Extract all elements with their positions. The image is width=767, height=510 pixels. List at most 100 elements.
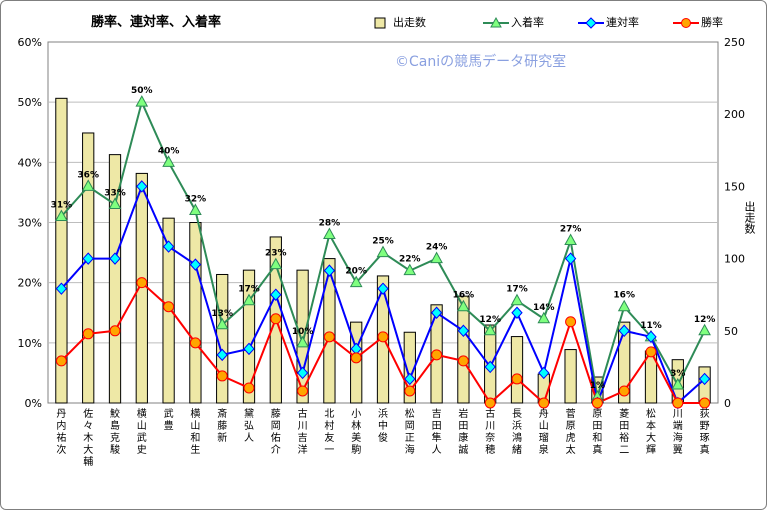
- x-category-char: 荻: [700, 408, 710, 420]
- y-right-tick-label: 200: [724, 108, 745, 121]
- x-category-char: 北: [324, 408, 334, 420]
- data-label-nyuchaku: 10%: [292, 327, 314, 337]
- x-category-char: 内: [56, 419, 66, 432]
- x-category-char: 岡: [271, 420, 281, 432]
- x-category-char: 吉: [298, 432, 308, 444]
- marker-nyuchaku: [457, 299, 470, 312]
- bar-shusso: [108, 154, 122, 404]
- x-category-char: 古: [298, 407, 308, 420]
- x-category-char: 輝: [646, 444, 656, 456]
- marker-nyuchaku: [430, 251, 443, 264]
- x-category-char: 史: [137, 444, 147, 456]
- y-left-tick-label: 0%: [25, 397, 42, 410]
- data-label-nyuchaku: 13%: [211, 309, 233, 319]
- x-category-char: 山: [137, 420, 147, 432]
- marker-nyuchaku: [55, 209, 68, 221]
- x-category-char: 介: [271, 444, 281, 456]
- marker-win: [538, 397, 550, 409]
- legend-item-rentai: 連対率: [576, 14, 639, 30]
- data-label-nyuchaku: 24%: [426, 243, 448, 253]
- bar-shusso: [510, 336, 524, 404]
- data-label-nyuchaku: 17%: [238, 285, 260, 295]
- data-label-nyuchaku: 50%: [131, 86, 153, 96]
- marker-nyuchaku: [215, 317, 229, 330]
- data-label-nyuchaku: 12%: [694, 315, 716, 325]
- marker-nyuchaku: [671, 377, 685, 390]
- marker-win: [136, 277, 148, 289]
- data-label-nyuchaku: 25%: [372, 237, 394, 247]
- marker-rentai: [82, 252, 94, 265]
- x-category-char: 山: [539, 420, 549, 432]
- legend-item-win: 勝率: [671, 14, 723, 30]
- marker-win: [243, 382, 255, 394]
- marker-win: [484, 397, 496, 409]
- marker-rentai: [564, 252, 577, 265]
- x-category-char: 浜: [512, 420, 522, 432]
- x-category-char: 二: [619, 445, 629, 456]
- y-right-tick-label: 250: [724, 36, 745, 49]
- marker-nyuchaku: [698, 323, 711, 336]
- x-category-label: 浜中俊: [378, 408, 388, 444]
- x-category-char: 穂: [485, 443, 495, 456]
- data-label-nyuchaku: 31%: [51, 200, 73, 210]
- x-category-char: 村: [324, 419, 334, 432]
- marker-rentai: [55, 282, 68, 295]
- marker-rentai: [457, 324, 470, 338]
- x-category-char: 藤: [271, 408, 281, 420]
- y-left-tick-label: 30%: [18, 217, 42, 230]
- marker-win: [699, 397, 711, 409]
- x-category-char: 輔: [83, 455, 93, 468]
- x-category-char: 緒: [512, 443, 522, 456]
- marker-nyuchaku: [81, 179, 95, 191]
- marker-win: [270, 313, 282, 325]
- marker-rentai: [189, 258, 202, 271]
- marker-rentai: [270, 288, 282, 301]
- data-label-nyuchaku: 12%: [479, 315, 501, 325]
- marker-rentai: [698, 372, 711, 386]
- bar-shusso: [564, 349, 577, 404]
- x-category-char: 川: [298, 421, 308, 432]
- data-label-nyuchaku: 27%: [560, 225, 582, 235]
- marker-rentai: [377, 282, 389, 295]
- x-category-label: 黛弘人: [244, 407, 254, 444]
- x-category-char: 佑: [271, 431, 281, 444]
- x-category-char: 岩: [458, 407, 468, 420]
- data-label-nyuchaku: 32%: [185, 194, 207, 204]
- marker-nyuchaku: [189, 203, 202, 215]
- data-label-nyuchaku: 17%: [506, 285, 528, 295]
- x-category-char: 川: [485, 421, 495, 432]
- marker-nyuchaku: [162, 155, 175, 167]
- y-left-tick-label: 60%: [18, 36, 42, 49]
- y-right-tick-label: 0: [724, 397, 731, 410]
- x-category-label: 斎藤新: [217, 407, 227, 444]
- x-category-char: 克: [110, 432, 120, 444]
- data-label-nyuchaku: 36%: [77, 170, 99, 180]
- x-category-char: 丹: [56, 408, 66, 420]
- x-category-char: 横: [137, 407, 147, 420]
- bar-shusso: [457, 295, 470, 404]
- x-category-char: 島: [110, 419, 120, 432]
- x-category-char: 一: [324, 445, 334, 456]
- x-category-char: 瑠: [539, 432, 549, 444]
- legend-item-nyuchaku: 入着率: [481, 14, 544, 30]
- x-category-char: 太: [566, 443, 576, 456]
- x-category-char: 美: [351, 431, 361, 444]
- x-category-char: 長: [512, 408, 522, 420]
- data-label-nyuchaku: 16%: [453, 291, 475, 301]
- marker-rentai: [430, 306, 443, 319]
- x-category-char: 藤: [217, 420, 227, 432]
- x-category-char: 々: [83, 420, 93, 432]
- legend-bar-swatch: [374, 17, 386, 29]
- x-category-char: 鮫: [110, 407, 120, 420]
- x-category-char: 虎: [566, 432, 576, 444]
- data-label-nyuchaku: 1%: [590, 381, 605, 391]
- x-category-char: 古: [485, 407, 495, 420]
